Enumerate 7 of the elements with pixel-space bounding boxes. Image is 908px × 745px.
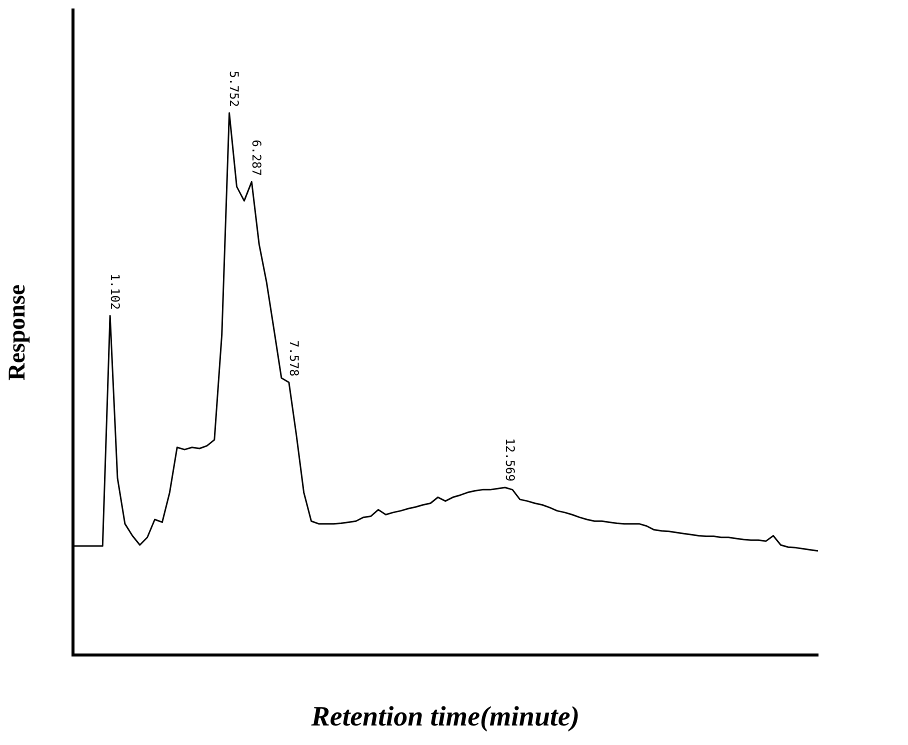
annotation: 12.569 [502, 438, 517, 482]
annotation: 7.578 [286, 340, 301, 376]
annotation: 6.287 [250, 140, 264, 176]
annotation: 5.752 [227, 70, 242, 107]
x-axis-title: Retention time(minute) [310, 701, 580, 732]
annotation: 1.102 [108, 274, 122, 310]
y-axis-title: Response [4, 284, 31, 381]
